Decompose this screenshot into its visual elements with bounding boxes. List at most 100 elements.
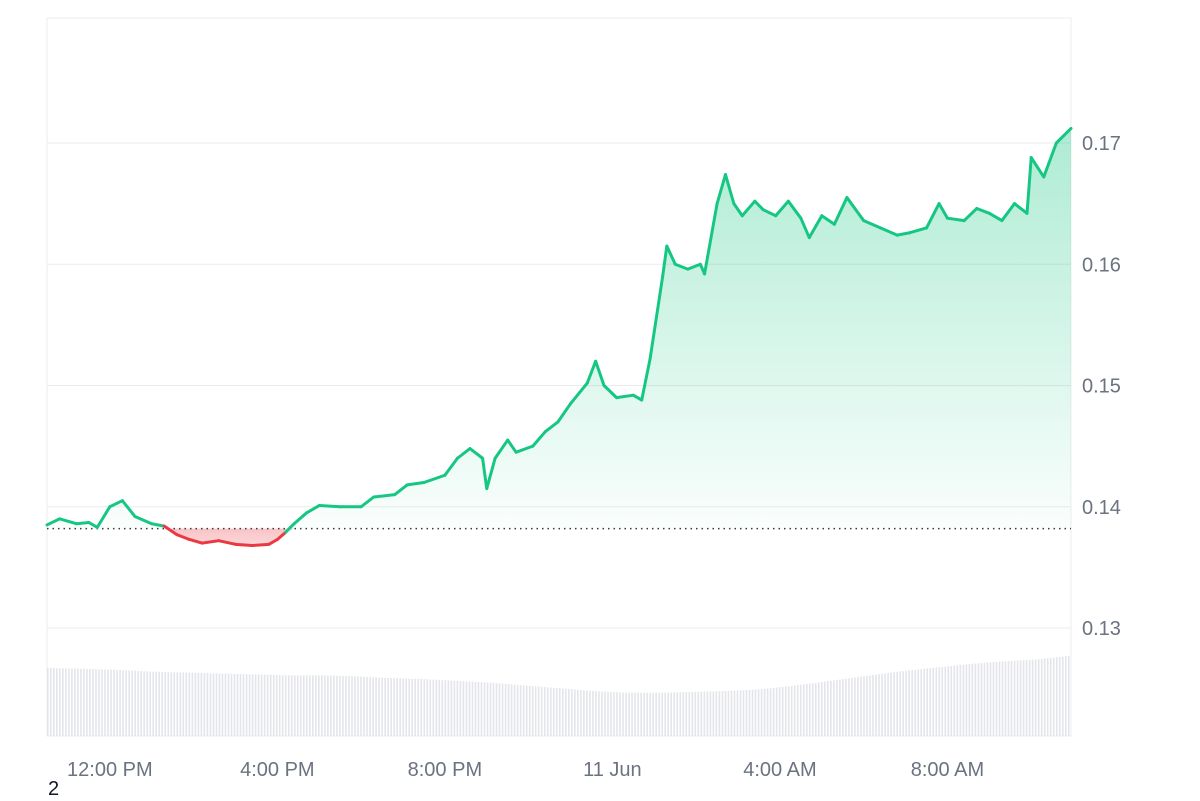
volume-bar xyxy=(348,676,350,736)
volume-bar xyxy=(767,689,769,736)
volume-bar xyxy=(155,672,157,736)
volume-bar xyxy=(448,680,450,736)
volume-bar xyxy=(655,693,657,736)
volume-bar xyxy=(553,688,555,736)
volume-bar xyxy=(369,677,371,736)
volume-bar xyxy=(737,690,739,736)
volume-bar xyxy=(610,692,612,736)
volume-bar xyxy=(595,691,597,736)
volume-bar xyxy=(222,674,224,736)
volume-bar xyxy=(538,687,540,736)
volume-bar xyxy=(267,675,269,736)
y-tick-label: 0.14 xyxy=(1082,497,1121,519)
volume-bar xyxy=(993,662,995,736)
volume-bar xyxy=(339,676,341,736)
volume-bar xyxy=(318,675,320,736)
volume-bar xyxy=(439,680,441,736)
volume-bar xyxy=(848,678,850,736)
volume-bar xyxy=(896,672,898,736)
volume-bar xyxy=(502,684,504,736)
volume-bar xyxy=(990,662,992,736)
volume-bar xyxy=(433,680,435,736)
volume-bar xyxy=(710,691,712,736)
volume-bar xyxy=(598,691,600,736)
volume-bar xyxy=(941,667,943,736)
volume-bar xyxy=(330,676,332,736)
volume-bar xyxy=(327,675,329,736)
volume-bar xyxy=(821,682,823,736)
volume-bar xyxy=(282,675,284,736)
volume-bar xyxy=(797,685,799,736)
volume-bar xyxy=(776,688,778,736)
volume-bar xyxy=(511,684,513,736)
volume-bar xyxy=(719,691,721,736)
volume-bar xyxy=(249,674,251,736)
x-tick-label: 8:00 AM xyxy=(911,759,984,781)
volume-bar xyxy=(667,693,669,736)
volume-bar xyxy=(734,691,736,736)
volume-bar xyxy=(1026,660,1028,736)
volume-bar xyxy=(487,682,489,736)
volume-bar xyxy=(526,686,528,736)
volume-bar xyxy=(908,670,910,736)
volume-bar xyxy=(309,675,311,736)
volume-bar xyxy=(920,669,922,736)
volume-bar xyxy=(225,674,227,736)
price-line-segment xyxy=(252,544,269,545)
volume-bar xyxy=(213,673,215,736)
volume-bar xyxy=(1038,659,1040,736)
volume-bar xyxy=(183,673,185,737)
volume-bar xyxy=(170,672,172,736)
volume-bar xyxy=(264,675,266,736)
volume-bar xyxy=(420,679,422,736)
volume-bar xyxy=(568,689,570,736)
footnote: 2 xyxy=(48,778,59,801)
volume-bar xyxy=(981,663,983,736)
volume-bar xyxy=(619,692,621,736)
volume-bar xyxy=(429,679,431,736)
volume-bar xyxy=(345,676,347,736)
volume-bar xyxy=(366,677,368,736)
volume-bar xyxy=(378,678,380,736)
volume-bar xyxy=(65,668,67,736)
volume-bar xyxy=(426,679,428,736)
volume-bar xyxy=(463,681,465,736)
volume-bar xyxy=(119,670,121,736)
volume-bar xyxy=(695,692,697,736)
volume-bar xyxy=(535,686,537,736)
volume-bar xyxy=(387,678,389,736)
volume-bar xyxy=(902,671,904,736)
volume-bar xyxy=(1059,657,1061,736)
volume-bar xyxy=(1068,656,1070,736)
volume-bar xyxy=(854,678,856,737)
volume-bar xyxy=(917,669,919,736)
volume-bar xyxy=(490,683,492,736)
volume-bar xyxy=(104,669,106,736)
x-tick-label: 12:00 PM xyxy=(67,759,153,781)
y-tick-label: 0.17 xyxy=(1082,133,1121,155)
volume-bar xyxy=(628,693,630,736)
volume-bar xyxy=(59,668,61,736)
volume-bar xyxy=(824,682,826,736)
volume-bar xyxy=(423,679,425,736)
volume-bar xyxy=(746,690,748,736)
volume-bar xyxy=(875,675,877,736)
volume-bar xyxy=(113,670,115,736)
volume-bar xyxy=(556,688,558,736)
volume-bar xyxy=(689,692,691,736)
volume-bar xyxy=(231,674,233,736)
volume-bar xyxy=(679,692,681,736)
volume-bar xyxy=(782,687,784,736)
volume-bar xyxy=(354,676,356,736)
volume-bar xyxy=(604,692,606,736)
volume-bar xyxy=(180,672,182,736)
volume-bar xyxy=(399,678,401,736)
volume-bar xyxy=(704,692,706,736)
volume-bar xyxy=(728,691,730,736)
volume-bar xyxy=(550,688,552,736)
volume-bar xyxy=(1017,661,1019,736)
volume-bar xyxy=(899,671,901,736)
volume-bar xyxy=(945,667,947,736)
volume-bar xyxy=(56,668,58,736)
volume-bar xyxy=(261,675,263,736)
